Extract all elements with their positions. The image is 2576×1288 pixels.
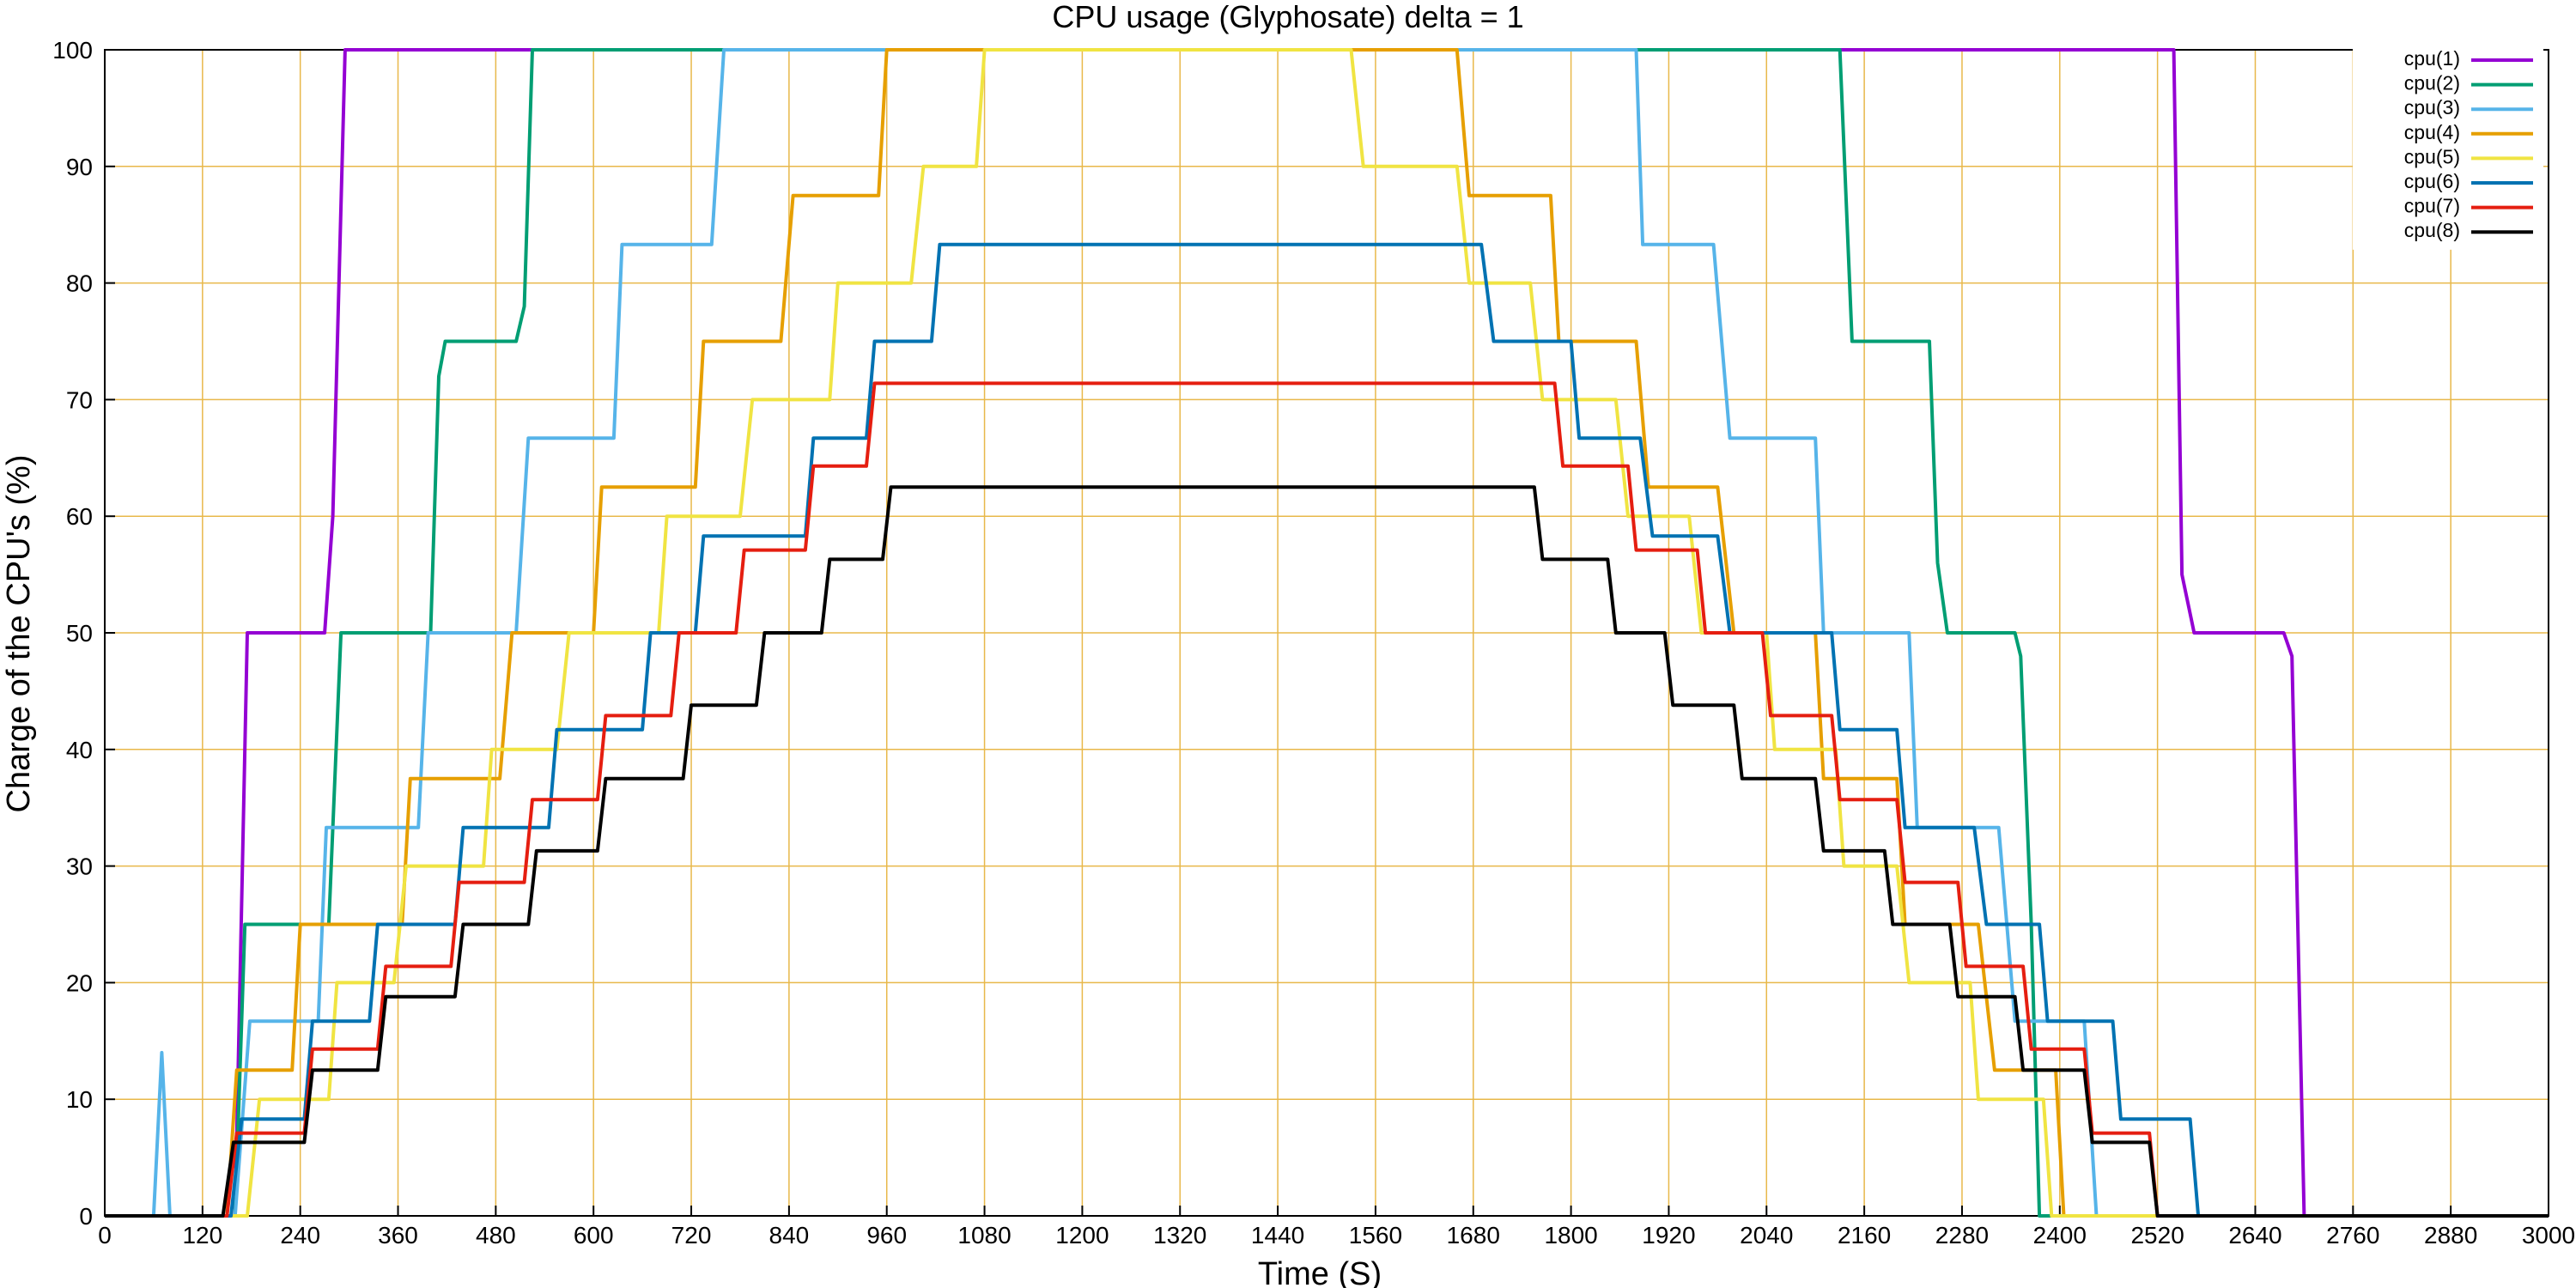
x-tick-label: 720: [671, 1222, 712, 1249]
series-line-cpu-5: [105, 48, 2549, 1218]
axis-ticks: 0 120 240 360 480 600 720 840 960 1080 1200 1320 144…: [52, 37, 2575, 1249]
x-tick-label: 1920: [1642, 1222, 1695, 1249]
x-axis-label: Time (S): [1258, 1256, 1382, 1288]
legend: cpu(1)cpu(2)cpu(3) cpu(4)cpu(5) cpu(6) cpu(…: [2353, 43, 2543, 250]
x-tick-label: 960: [866, 1222, 907, 1249]
y-tick-label: 40: [66, 737, 93, 763]
x-tick-label: 2760: [2326, 1222, 2379, 1249]
y-tick-label: 50: [66, 620, 93, 647]
x-tick-label: 360: [378, 1222, 418, 1249]
x-tick-label: 120: [182, 1222, 222, 1249]
x-tick-label: 2640: [2228, 1222, 2281, 1249]
y-axis-label: Charge of the CPU's (%): [1, 455, 37, 813]
x-tick-label: 600: [574, 1222, 614, 1249]
chart-title: CPU usage (Glyphosate) delta = 1: [1052, 0, 1523, 34]
x-tick-label: 2400: [2033, 1222, 2087, 1249]
y-tick-label: 20: [66, 969, 93, 996]
legend-label-cpu-4: cpu(4): [2404, 121, 2460, 143]
x-tick-label: 1800: [1544, 1222, 1597, 1249]
y-tick-label: 100: [52, 37, 93, 64]
x-tick-label: 1680: [1447, 1222, 1500, 1249]
x-tick-label: 2280: [1935, 1222, 1989, 1249]
y-tick-label: 60: [66, 503, 93, 530]
series-line-cpu-7: [105, 381, 2549, 1218]
x-tick-label: 2040: [1740, 1222, 1793, 1249]
series-line-cpu-1: [105, 48, 2549, 1218]
legend-label-cpu-7: cpu(7): [2404, 195, 2460, 217]
legend-label-cpu-6: cpu(6): [2404, 170, 2460, 192]
x-tick-label: 2160: [1838, 1222, 1891, 1249]
x-tick-label: 0: [98, 1222, 112, 1249]
x-tick-label: 240: [280, 1222, 320, 1249]
y-tick-label: 10: [66, 1086, 93, 1113]
legend-label-cpu-1: cpu(1): [2404, 47, 2460, 70]
x-tick-label: 1320: [1153, 1222, 1206, 1249]
y-tick-label: 80: [66, 270, 93, 297]
legend-label-cpu-8: cpu(8): [2404, 219, 2460, 241]
series-layer: [105, 48, 2549, 1218]
y-tick-label: 30: [66, 854, 93, 880]
x-tick-label: 1440: [1251, 1222, 1304, 1249]
legend-label-cpu-2: cpu(2): [2404, 72, 2460, 94]
legend-background: [2353, 43, 2543, 250]
series-line-cpu-6: [105, 242, 2549, 1218]
x-tick-label: 1080: [957, 1222, 1011, 1249]
x-tick-label: 2520: [2130, 1222, 2184, 1249]
x-tick-label: 480: [476, 1222, 516, 1249]
x-tick-label: 2880: [2424, 1222, 2477, 1249]
series-line-cpu-8: [105, 485, 2549, 1218]
legend-label-cpu-3: cpu(3): [2404, 96, 2460, 118]
x-tick-label: 3000: [2522, 1222, 2575, 1249]
y-tick-label: 90: [66, 154, 93, 180]
y-tick-label: 70: [66, 386, 93, 413]
y-tick-label: 0: [79, 1203, 93, 1230]
legend-label-cpu-5: cpu(5): [2404, 145, 2460, 167]
x-tick-label: 1560: [1349, 1222, 1402, 1249]
x-tick-label: 840: [769, 1222, 810, 1249]
x-tick-label: 1200: [1055, 1222, 1109, 1249]
